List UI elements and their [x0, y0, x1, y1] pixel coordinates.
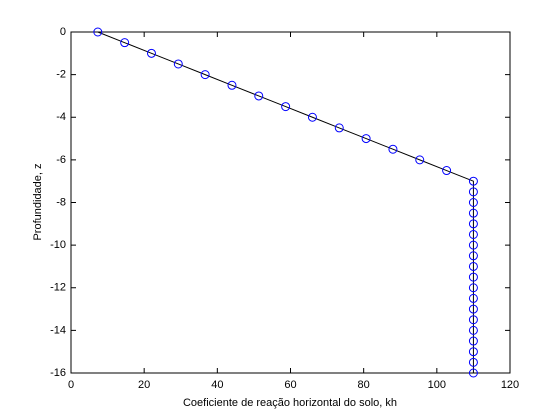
data-point: [468, 251, 478, 261]
data-point: [468, 187, 478, 197]
y-tick-label: -4: [56, 111, 66, 123]
data-point: [307, 112, 317, 122]
data-point: [468, 240, 478, 250]
data-point: [468, 272, 478, 282]
data-point: [468, 283, 478, 293]
data-point: [468, 368, 478, 378]
data-point: [468, 293, 478, 303]
data-point: [468, 261, 478, 271]
data-point: [468, 176, 478, 186]
data-point: [468, 198, 478, 207]
data-point: [146, 48, 156, 58]
data-point: [361, 134, 371, 144]
x-tick-label: 0: [68, 379, 74, 391]
data-point: [120, 38, 130, 48]
data-point: [468, 208, 478, 218]
data-point: [468, 304, 478, 314]
data-point: [388, 144, 398, 154]
x-tick-label: 60: [284, 379, 296, 391]
data-point: [468, 325, 478, 335]
y-axis-label: Profundidade, z: [32, 163, 44, 240]
data-point: [415, 155, 425, 165]
x-tick-label: 40: [211, 379, 223, 391]
x-tick-label: 100: [428, 379, 446, 391]
data-point: [468, 347, 478, 357]
data-point: [468, 357, 478, 367]
y-tick-label: -16: [50, 367, 66, 379]
data-point: [173, 59, 183, 69]
x-tick-label: 20: [138, 379, 150, 391]
x-tick-label: 80: [358, 379, 370, 391]
x-axis-label: Coeficiente de reação horizontal do solo…: [183, 397, 397, 409]
axes-box: [70, 31, 511, 374]
y-tick-label: 0: [60, 26, 66, 38]
data-point: [93, 27, 103, 37]
y-tick-label: -14: [50, 324, 66, 336]
data-point: [468, 336, 478, 346]
data-point: [468, 315, 478, 325]
y-tick-label: -2: [56, 69, 66, 81]
x-tick-label: 120: [501, 379, 519, 391]
data-point: [468, 219, 478, 229]
data-point: [442, 166, 452, 176]
data-point: [281, 102, 291, 112]
y-tick-label: -12: [50, 282, 66, 294]
y-tick-label: -10: [50, 239, 66, 251]
data-point: [334, 123, 344, 133]
y-tick-label: -8: [56, 196, 66, 208]
y-tick-label: -6: [56, 154, 66, 166]
data-point: [254, 91, 264, 101]
data-point: [468, 229, 478, 239]
data-point: [227, 80, 237, 90]
data-point: [200, 70, 210, 80]
